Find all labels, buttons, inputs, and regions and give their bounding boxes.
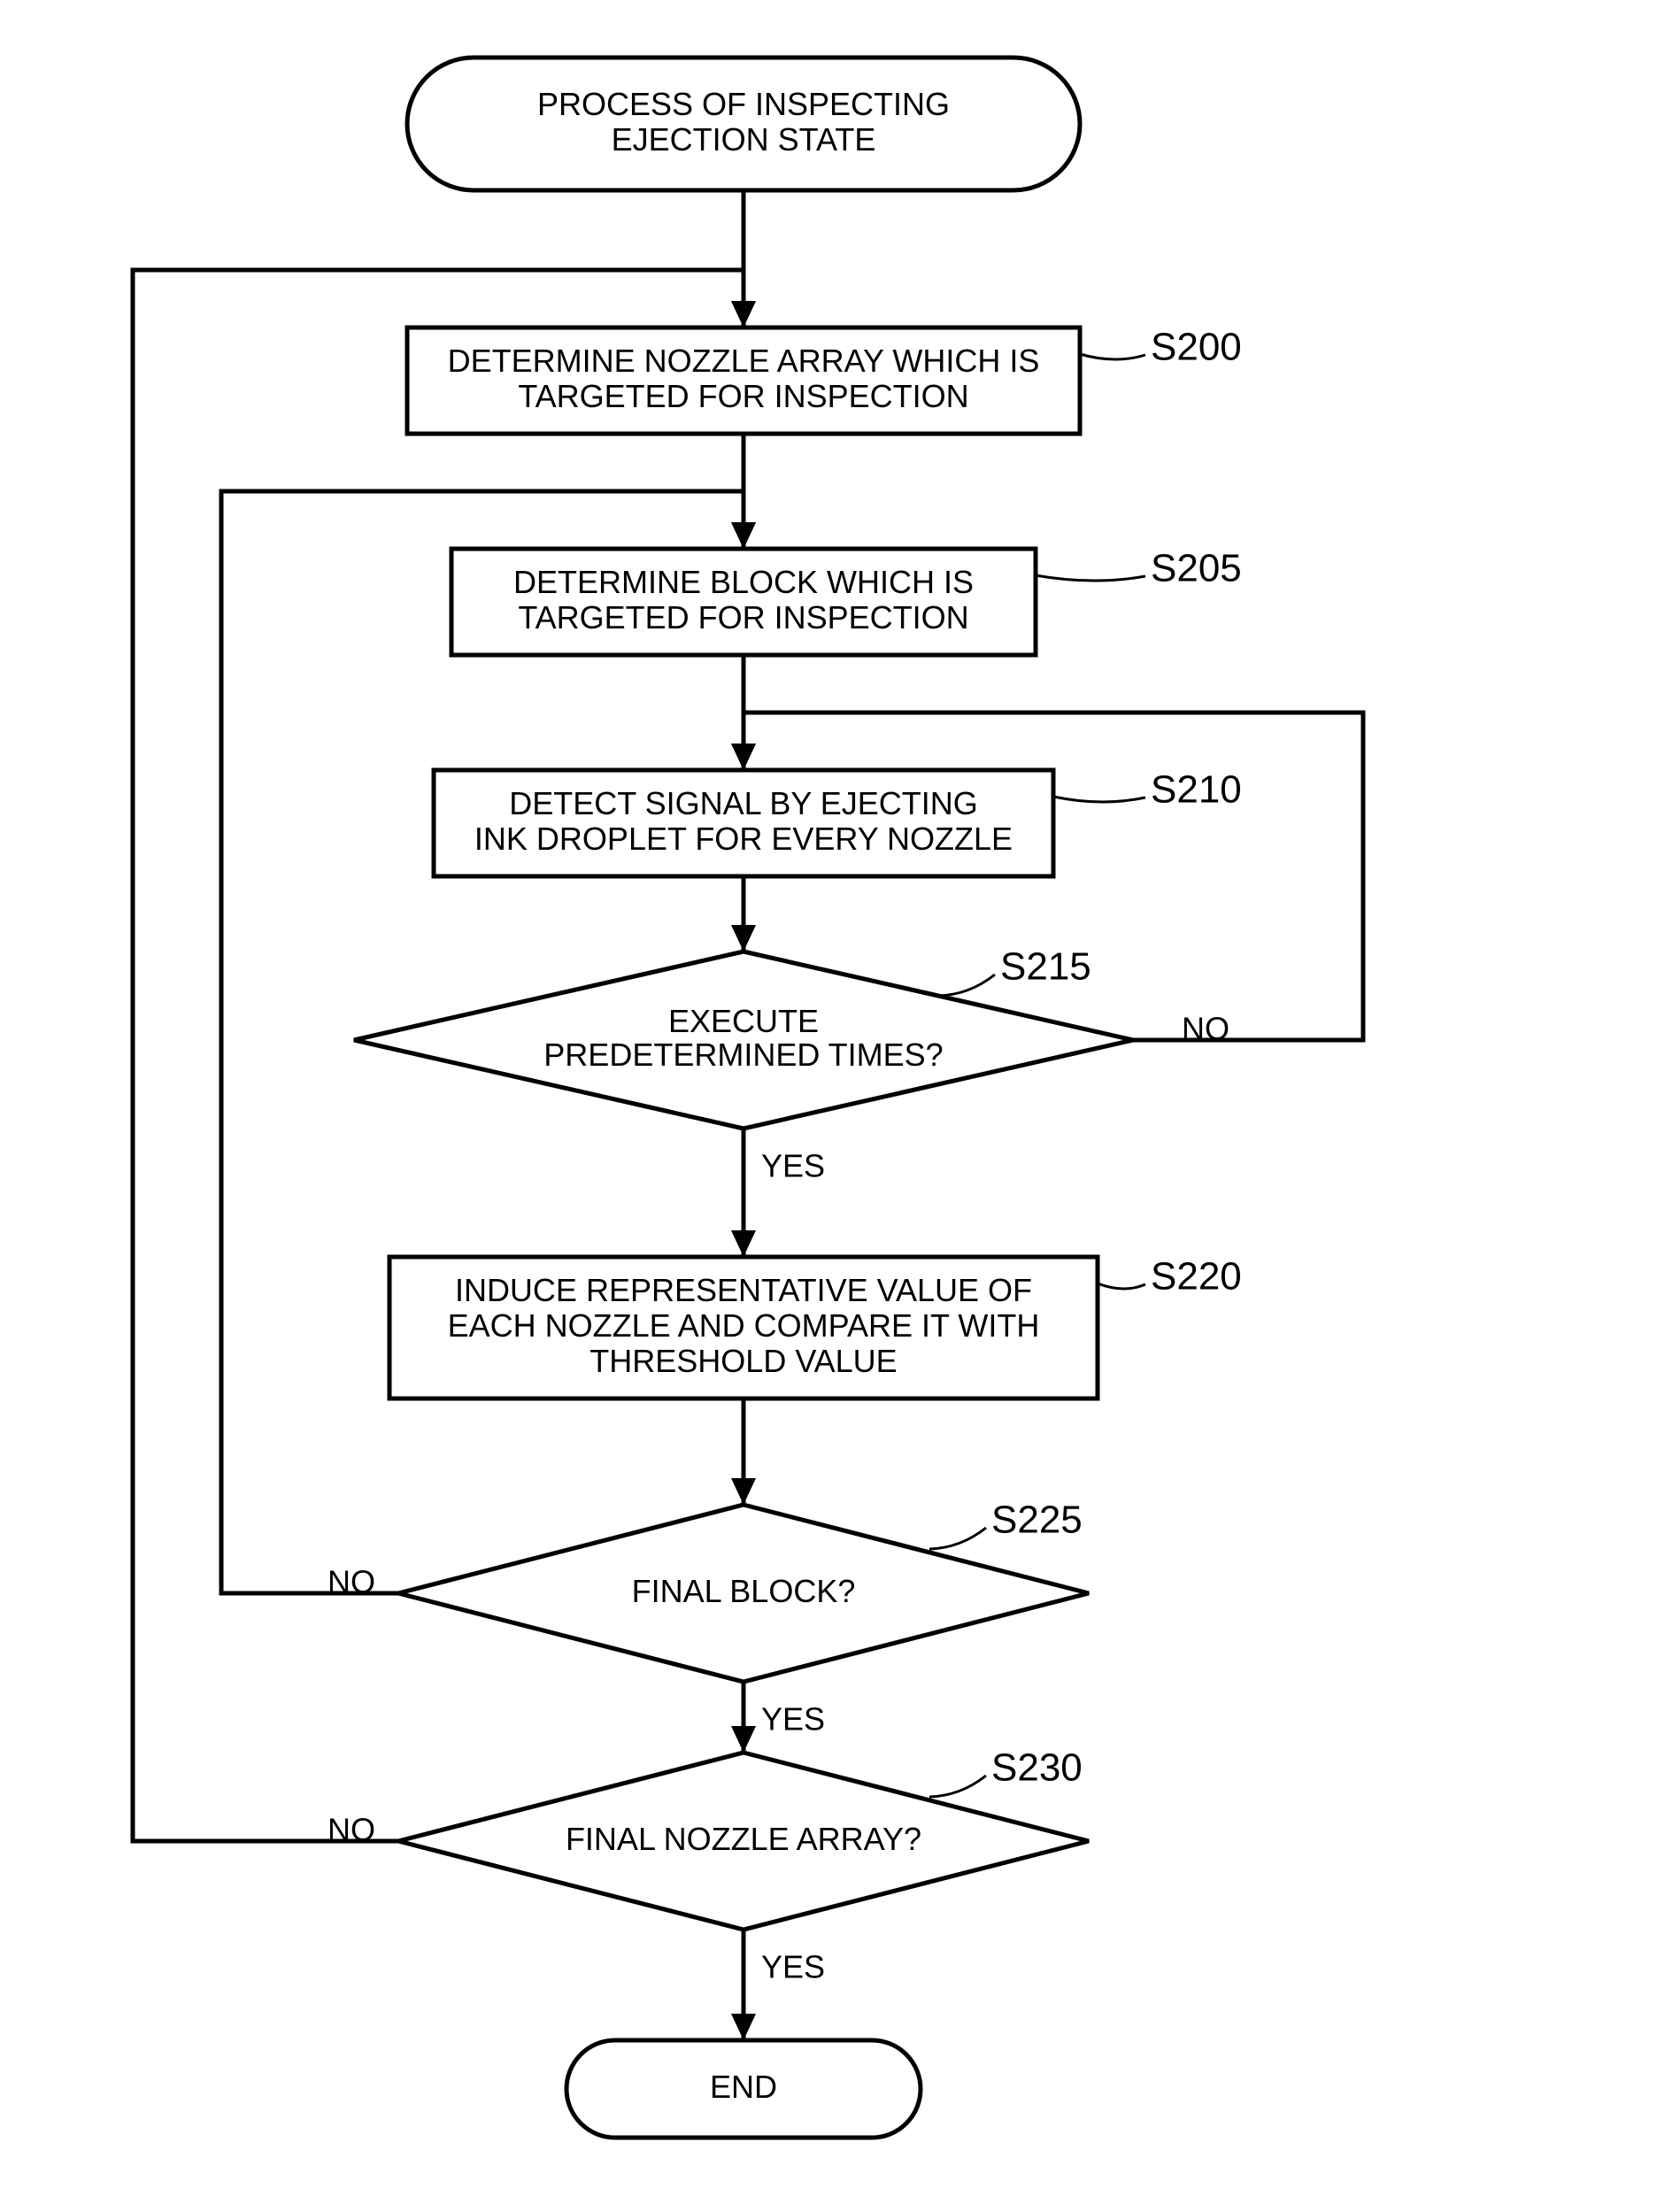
leader <box>1036 575 1145 581</box>
edge-label-s230-no: NO <box>328 1812 375 1848</box>
process-s200-text: DETERMINE NOZZLE ARRAY WHICH ISTARGETED … <box>448 343 1040 414</box>
step-label-s210: S210 <box>1151 768 1242 812</box>
edge-label-s215-no: NO <box>1182 1011 1229 1047</box>
decision-s230-text: FINAL NOZZLE ARRAY? <box>566 1821 921 1857</box>
process-s205-text: DETERMINE BLOCK WHICH ISTARGETED FOR INS… <box>513 564 974 636</box>
decision-s225-text: FINAL BLOCK? <box>632 1573 856 1609</box>
edge-label-s225-yes: YES <box>761 1701 825 1738</box>
step-label-s205: S205 <box>1151 547 1242 590</box>
leader <box>929 1528 986 1549</box>
leader <box>1053 797 1145 802</box>
step-label-s220: S220 <box>1151 1255 1242 1299</box>
process-s220-text: INDUCE REPRESENTATIVE VALUE OFEACH NOZZL… <box>448 1272 1040 1379</box>
step-label-s215: S215 <box>1000 945 1091 989</box>
leader <box>1098 1283 1145 1289</box>
step-label-s225: S225 <box>991 1499 1083 1542</box>
edge-label-s225-no: NO <box>328 1564 375 1600</box>
leader <box>929 1776 986 1797</box>
step-label-s230: S230 <box>991 1746 1083 1790</box>
terminator-start-label: PROCESS OF INSPECTINGEJECTION STATE <box>537 86 950 158</box>
leader <box>1080 354 1145 359</box>
edge-label-s230-yes: YES <box>761 1949 825 1985</box>
terminator-end-label: END <box>710 2069 777 2105</box>
edge-label-s215-yes: YES <box>761 1148 825 1184</box>
step-label-s200: S200 <box>1151 326 1242 369</box>
leader <box>938 975 995 996</box>
decision-s215-text: EXECUTEPREDETERMINED TIMES? <box>543 1003 943 1073</box>
process-s210-text: DETECT SIGNAL BY EJECTINGINK DROPLET FOR… <box>474 785 1013 857</box>
